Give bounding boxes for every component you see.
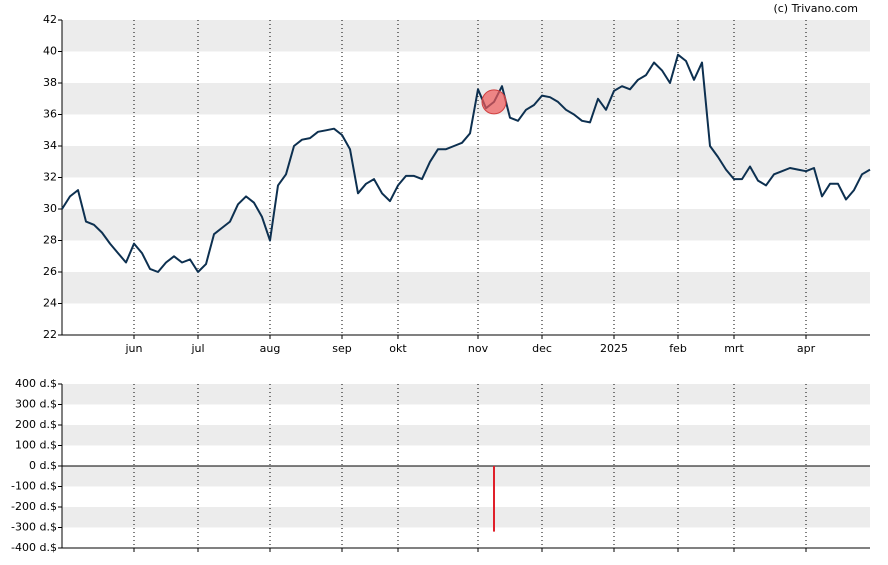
grid-band — [62, 425, 870, 446]
y-tick-label: 200 d.$ — [15, 418, 57, 431]
y-tick-label: 42 — [43, 13, 57, 26]
y-tick-label: 32 — [43, 171, 57, 184]
y-tick-label: 38 — [43, 76, 57, 89]
y-tick-label: 36 — [43, 108, 57, 121]
grid-band — [62, 20, 870, 52]
y-tick-label: 28 — [43, 234, 57, 247]
y-tick-label: 400 d.$ — [15, 377, 57, 390]
x-tick-label: jul — [190, 342, 204, 355]
event-marker — [481, 89, 507, 115]
y-tick-label: 0 d.$ — [29, 459, 57, 472]
y-tick-label: 26 — [43, 265, 57, 278]
x-tick-label: okt — [389, 342, 407, 355]
y-tick-label: -400 d.$ — [11, 541, 57, 554]
x-tick-label: 2025 — [600, 342, 628, 355]
grid-band — [62, 466, 870, 487]
x-tick-label: dec — [532, 342, 552, 355]
x-tick-label: feb — [669, 342, 687, 355]
y-tick-label: 40 — [43, 45, 57, 58]
x-tick-label: apr — [797, 342, 816, 355]
y-tick-label: -300 d.$ — [11, 521, 57, 534]
y-tick-label: -200 d.$ — [11, 500, 57, 513]
y-tick-label: 34 — [43, 139, 57, 152]
grid-band — [62, 146, 870, 178]
grid-band — [62, 209, 870, 241]
y-tick-label: 24 — [43, 297, 57, 310]
grid-band — [62, 272, 870, 304]
y-tick-label: 100 d.$ — [15, 439, 57, 452]
x-tick-label: mrt — [724, 342, 744, 355]
y-tick-label: 30 — [43, 202, 57, 215]
grid-band — [62, 507, 870, 528]
credit: (c) Trivano.com — [773, 2, 858, 15]
y-tick-label: 22 — [43, 328, 57, 341]
x-tick-label: aug — [260, 342, 281, 355]
price-line — [61, 53, 871, 273]
y-tick-label: 300 d.$ — [15, 398, 57, 411]
bar — [493, 466, 495, 532]
grid-band — [62, 83, 870, 115]
y-tick-label: -100 d.$ — [11, 480, 57, 493]
x-tick-label: jun — [125, 342, 143, 355]
grid-band — [62, 384, 870, 405]
x-tick-label: nov — [468, 342, 489, 355]
x-tick-label: sep — [332, 342, 351, 355]
